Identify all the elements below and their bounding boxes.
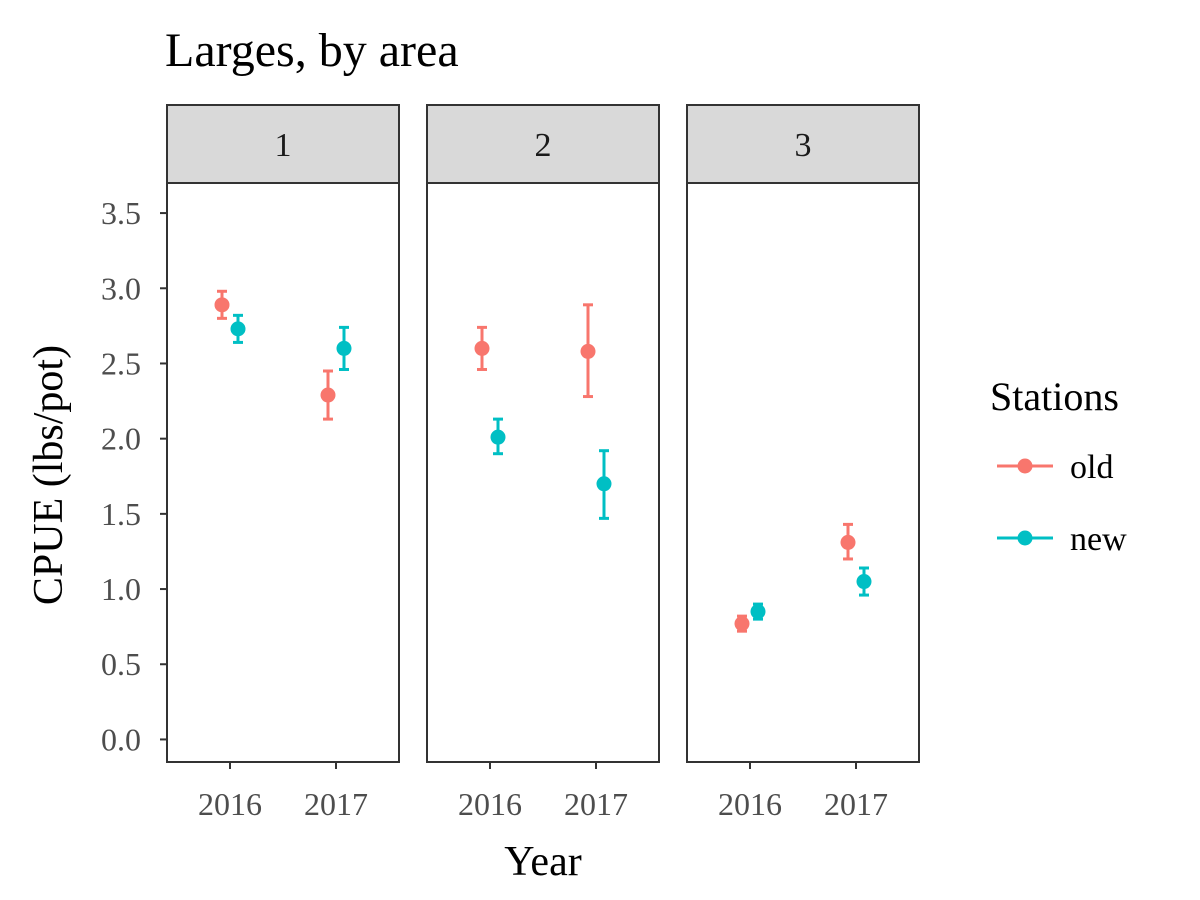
- legend: Stations old new: [990, 374, 1127, 558]
- x-tick-label: 2016: [718, 786, 782, 822]
- y-tick-label: 0.0: [101, 721, 141, 757]
- panel-frame: [686, 182, 920, 763]
- y-tick-label: 3.5: [101, 195, 141, 231]
- y-axis: 0.0 0.5 1.0 1.5 2.0 2.5 3.0 3.5: [101, 195, 167, 757]
- x-tick-label: 2016: [198, 786, 262, 822]
- facet-panel-1: 1 2016 2017: [166, 104, 400, 822]
- legend-title: Stations: [990, 374, 1119, 419]
- x-tick-label: 2016: [458, 786, 522, 822]
- facet-strip: [166, 104, 400, 184]
- x-tick-label: 2017: [824, 786, 888, 822]
- data-point: [750, 604, 766, 620]
- data-point: [490, 429, 506, 445]
- facet-strip: [686, 104, 920, 184]
- y-tick-label: 2.0: [101, 421, 141, 457]
- legend-key-point: [1017, 458, 1033, 474]
- x-tick-label: 2017: [564, 786, 628, 822]
- data-point: [474, 340, 490, 356]
- data-point: [856, 574, 872, 590]
- facet-panel-2: 2 2016 2017: [426, 104, 660, 822]
- data-point: [596, 476, 612, 492]
- data-point: [734, 616, 750, 632]
- series-old: [214, 289, 856, 633]
- panel-frame: [426, 182, 660, 763]
- legend-entry-label: old: [1070, 449, 1113, 486]
- data-point: [336, 340, 352, 356]
- legend-entry-label: new: [1070, 521, 1127, 558]
- data-point: [214, 297, 230, 313]
- data-point: [230, 321, 246, 337]
- data-point: [840, 534, 856, 550]
- panel-frame: [166, 182, 400, 763]
- legend-entry-new: new: [997, 521, 1127, 558]
- y-tick-label: 2.5: [101, 345, 141, 381]
- y-tick-label: 3.0: [101, 270, 141, 306]
- chart-title: Larges, by area: [165, 24, 459, 77]
- facet-panels: 1 2016 2017 2 2016 2017 3 2016 2017: [166, 104, 920, 822]
- facet-panel-3: 3 2016 2017: [686, 104, 920, 822]
- data-point: [320, 387, 336, 403]
- y-tick-label: 1.5: [101, 496, 141, 532]
- legend-key-point: [1017, 530, 1033, 546]
- y-axis-label: CPUE (lbs/pot): [26, 345, 72, 605]
- data-point: [580, 343, 596, 359]
- y-tick-label: 0.5: [101, 646, 141, 682]
- x-axis-label: Year: [504, 839, 581, 885]
- x-tick-label: 2017: [304, 786, 368, 822]
- facet-strip-label: 1: [275, 127, 292, 164]
- facet-strip: [426, 104, 660, 184]
- facet-strip-label: 3: [795, 127, 812, 164]
- facet-strip-label: 2: [535, 127, 552, 164]
- y-tick-label: 1.0: [101, 571, 141, 607]
- series-new: [230, 313, 872, 621]
- legend-entry-old: old: [997, 449, 1113, 486]
